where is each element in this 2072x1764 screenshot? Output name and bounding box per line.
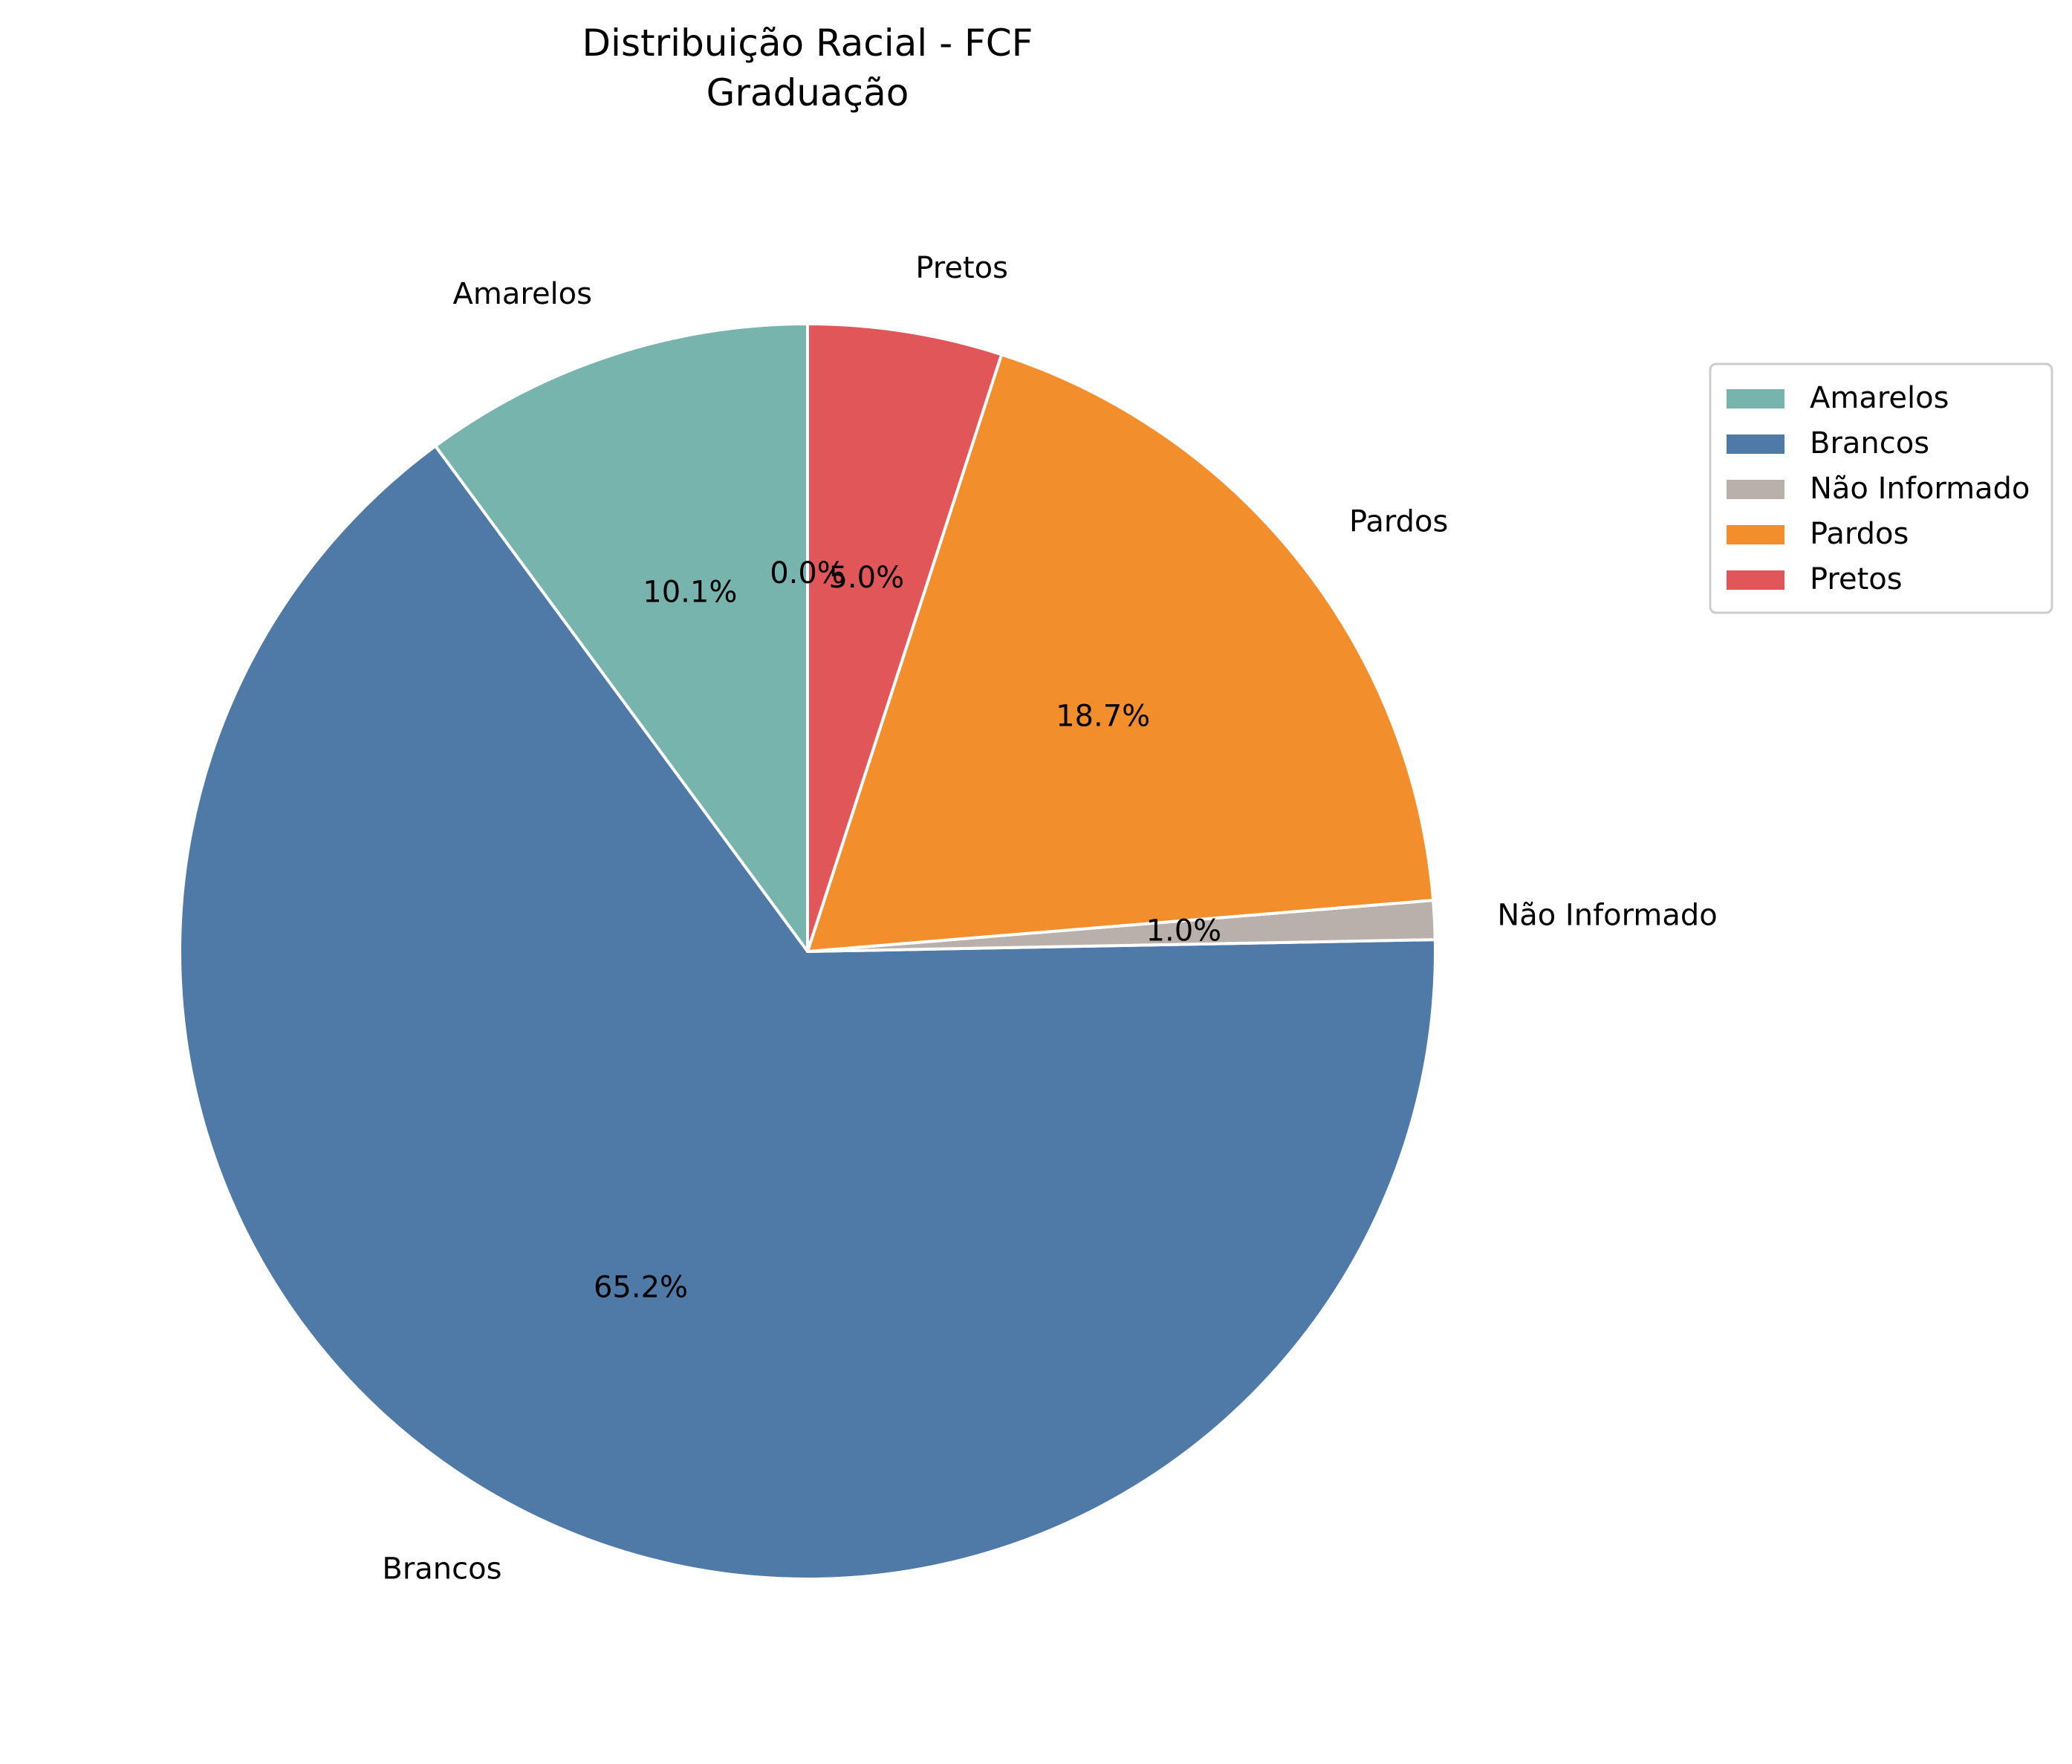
slice-percent-nao-informado: 1.0%	[1146, 914, 1222, 948]
legend-swatch-nao-informado	[1727, 480, 1784, 499]
legend-label-brancos: Brancos	[1810, 426, 1929, 460]
legend-swatch-pardos	[1727, 525, 1784, 544]
pie-slice-pretos	[806, 322, 1004, 953]
legend-swatch-pretos	[1727, 570, 1784, 590]
pie-slice-amarelos	[434, 322, 809, 953]
chart-title: Distribuição Racial - FCF	[582, 22, 1033, 65]
slice-percent-brancos: 65.2%	[594, 1271, 688, 1305]
legend-label-pretos: Pretos	[1810, 562, 1903, 596]
slice-percent-slice-5: 0.0%	[770, 556, 845, 590]
slice-label-amarelos: Amarelos	[453, 277, 592, 311]
slice-label-nao-informado: Não Informado	[1497, 898, 1717, 932]
chart-subtitle: Graduação	[707, 71, 909, 114]
slice-percent-labels: 10.1% 65.2% 1.0% 18.7% 5.0%0.0%	[594, 556, 1221, 1305]
legend-swatch-brancos	[1727, 435, 1784, 454]
slice-percent-pretos: 5.0%	[828, 561, 904, 595]
slice-label-pardos: Pardos	[1349, 504, 1448, 538]
legend-label-nao-informado: Não Informado	[1810, 472, 2030, 506]
slice-percent-pardos: 18.7%	[1056, 699, 1150, 733]
legend-label-pardos: Pardos	[1810, 517, 1909, 551]
pie-slices	[178, 322, 1437, 1581]
chart-legend: Amarelos Brancos Não Informado Pardos Pretos	[1709, 362, 2053, 614]
pie-slice-pardos	[806, 353, 1435, 953]
slice-percent-amarelos: 10.1%	[643, 575, 737, 609]
pie-slice-brancos	[178, 444, 1437, 1581]
slice-label-brancos: Brancos	[382, 1552, 501, 1586]
slice-label-pretos: Pretos	[915, 251, 1008, 285]
legend-swatch-amarelos	[1727, 389, 1784, 409]
legend-frame	[1709, 362, 2053, 614]
legend-label-amarelos: Amarelos	[1810, 381, 1949, 415]
slice-labels: Amarelos Brancos Não Informado Pardos Pretos	[382, 251, 1717, 1586]
